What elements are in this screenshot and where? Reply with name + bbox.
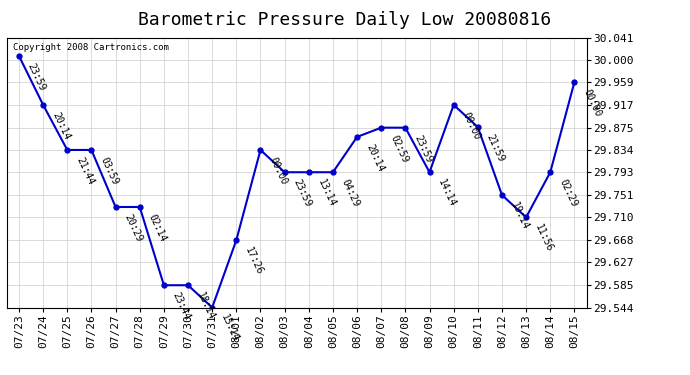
Text: 18:14: 18:14 <box>195 291 217 322</box>
Text: 20:14: 20:14 <box>50 110 72 141</box>
Text: 00:00: 00:00 <box>582 88 603 118</box>
Text: 21:59: 21:59 <box>485 133 506 164</box>
Text: 02:14: 02:14 <box>147 213 168 243</box>
Text: 03:59: 03:59 <box>99 156 120 186</box>
Text: Barometric Pressure Daily Low 20080816: Barometric Pressure Daily Low 20080816 <box>139 11 551 29</box>
Text: 20:14: 20:14 <box>364 142 386 173</box>
Text: 00:00: 00:00 <box>268 156 289 186</box>
Text: 23:59: 23:59 <box>292 178 313 209</box>
Text: 15:14: 15:14 <box>219 313 241 344</box>
Text: 20:29: 20:29 <box>123 213 144 243</box>
Text: 00:00: 00:00 <box>461 110 482 141</box>
Text: 04:29: 04:29 <box>340 178 362 209</box>
Text: 23:44: 23:44 <box>171 291 193 322</box>
Text: 11:56: 11:56 <box>533 223 555 254</box>
Text: 02:59: 02:59 <box>388 133 410 164</box>
Text: 02:29: 02:29 <box>558 178 579 209</box>
Text: 21:44: 21:44 <box>75 156 96 186</box>
Text: 19:14: 19:14 <box>509 201 531 231</box>
Text: 13:14: 13:14 <box>316 178 337 209</box>
Text: 17:26: 17:26 <box>244 246 265 276</box>
Text: Copyright 2008 Cartronics.com: Copyright 2008 Cartronics.com <box>12 43 168 52</box>
Text: 14:14: 14:14 <box>437 178 458 209</box>
Text: 23:59: 23:59 <box>413 133 434 164</box>
Text: 23:59: 23:59 <box>26 62 48 92</box>
